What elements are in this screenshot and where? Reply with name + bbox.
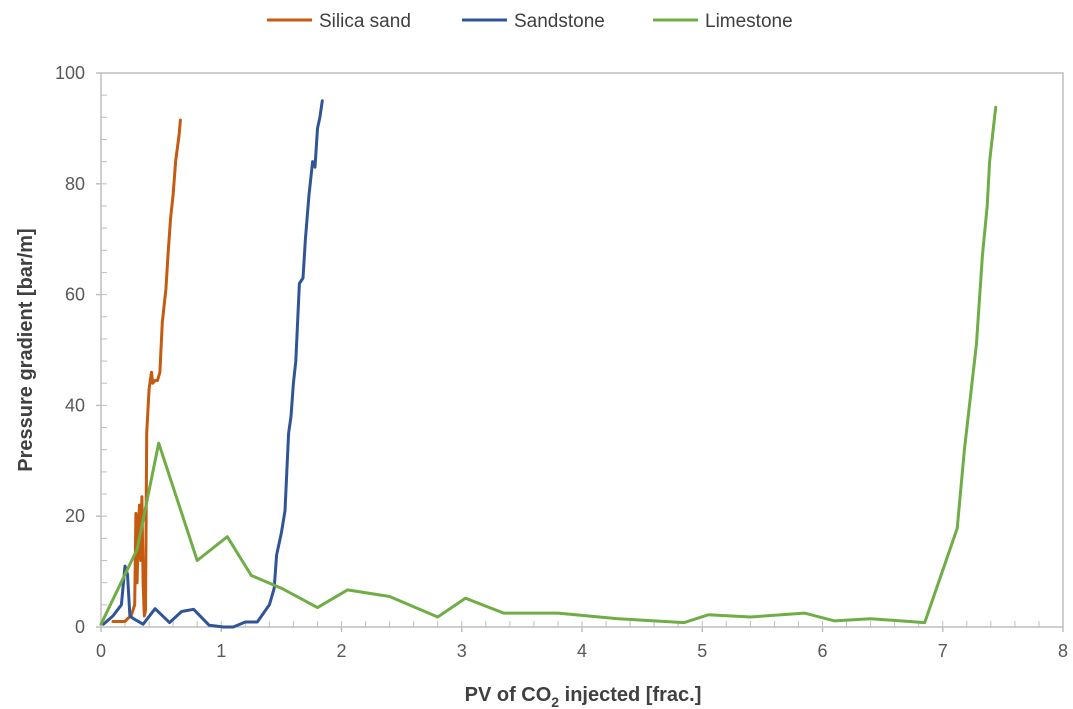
x-tick-label: 3 xyxy=(457,641,467,661)
y-axis-title: Pressure gradient [bar/m] xyxy=(15,228,37,471)
legend-item-silica-sand: Silica sand xyxy=(267,11,411,32)
x-tick-label: 2 xyxy=(336,641,346,661)
x-tick-label: 5 xyxy=(697,641,707,661)
x-tick-label: 8 xyxy=(1058,641,1068,661)
series-layer xyxy=(101,101,996,627)
y-tick-label: 20 xyxy=(65,506,85,526)
series-line-silica-sand xyxy=(113,120,180,621)
x-tick-label: 6 xyxy=(817,641,827,661)
x-tick-label: 7 xyxy=(938,641,948,661)
legend-label: Silica sand xyxy=(319,11,411,32)
x-tick-label: 0 xyxy=(96,641,106,661)
series-line-limestone xyxy=(101,107,996,624)
y-tick-label: 80 xyxy=(65,174,85,194)
y-tick-label: 100 xyxy=(55,63,85,83)
y-tick-label: 60 xyxy=(65,285,85,305)
plot-area-border xyxy=(101,73,1063,627)
y-tick-label: 0 xyxy=(75,617,85,637)
x-tick-label: 4 xyxy=(577,641,587,661)
legend-item-sandstone: Sandstone xyxy=(462,11,605,32)
legend: Silica sand Sandstone Limestone xyxy=(267,11,793,32)
legend-label: Sandstone xyxy=(514,11,605,32)
legend-label: Limestone xyxy=(705,11,793,32)
legend-item-limestone: Limestone xyxy=(653,11,793,32)
x-axis-title: PV of CO2 injected [frac.] xyxy=(465,684,702,709)
x-tick-label: 1 xyxy=(216,641,226,661)
y-tick-label: 40 xyxy=(65,395,85,415)
